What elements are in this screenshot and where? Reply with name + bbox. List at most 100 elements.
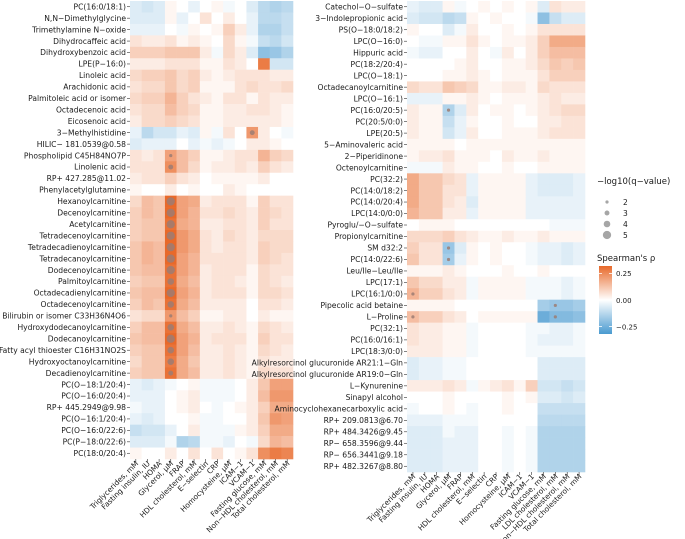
heatmap-cell bbox=[130, 149, 142, 162]
heatmap-cell bbox=[513, 1, 526, 13]
heatmap-cell bbox=[430, 414, 443, 427]
heatmap-cell bbox=[501, 437, 515, 450]
heatmap-cell bbox=[153, 310, 166, 322]
heatmap-cell bbox=[153, 378, 166, 391]
heatmap-cell bbox=[549, 345, 562, 358]
heatmap-cell bbox=[188, 69, 201, 82]
significance-dot bbox=[166, 220, 175, 229]
heatmap-cell bbox=[199, 1, 212, 13]
heatmap-cell bbox=[525, 299, 538, 312]
heatmap-cell bbox=[430, 403, 443, 415]
heatmap-cell bbox=[549, 391, 562, 404]
heatmap-cell bbox=[430, 58, 443, 71]
heatmap-cell bbox=[164, 12, 177, 25]
heatmap-cell bbox=[418, 173, 432, 186]
heatmap-cell bbox=[130, 81, 142, 93]
heatmap-cell bbox=[188, 12, 201, 25]
heatmap-cell bbox=[281, 161, 294, 174]
heatmap-cell bbox=[454, 196, 467, 209]
heatmap-cell bbox=[537, 357, 550, 369]
heatmap-cell bbox=[234, 23, 247, 36]
heatmap-cell bbox=[537, 138, 550, 151]
heatmap-cell bbox=[454, 1, 467, 13]
heatmap-cell bbox=[176, 138, 189, 151]
heatmap-cell bbox=[573, 196, 586, 209]
heatmap-cell bbox=[164, 390, 177, 403]
heatmap-cell bbox=[164, 92, 177, 105]
row-label: LPE(20:5) bbox=[366, 129, 403, 138]
heatmap-cell bbox=[442, 35, 455, 48]
heatmap-cell bbox=[407, 46, 420, 59]
row-label: Dodecanoylcarnitine bbox=[48, 334, 127, 343]
heatmap-cell bbox=[490, 403, 503, 415]
heatmap-cell bbox=[246, 58, 259, 70]
heatmap-cell bbox=[490, 150, 503, 163]
heatmap-cell bbox=[234, 436, 247, 448]
heatmap-cell bbox=[430, 449, 443, 461]
heatmap-cell bbox=[269, 424, 282, 437]
heatmap-cell bbox=[513, 242, 526, 255]
heatmap-cell bbox=[164, 413, 177, 425]
heatmap-cell bbox=[573, 12, 586, 25]
heatmap-cell bbox=[478, 391, 491, 404]
heatmap-cell bbox=[490, 1, 503, 13]
heatmap-cell bbox=[176, 46, 189, 59]
heatmap-cell bbox=[223, 184, 236, 196]
heatmap-cell bbox=[269, 436, 282, 448]
heatmap-cell bbox=[478, 449, 491, 461]
heatmap-cell bbox=[454, 357, 467, 369]
heatmap-cell bbox=[466, 173, 479, 186]
heatmap-cell bbox=[223, 401, 236, 414]
heatmap-cell bbox=[501, 150, 515, 163]
heatmap-cell bbox=[176, 252, 189, 265]
heatmap-cell bbox=[442, 426, 455, 438]
row-label: Trimethylamine N−oxide bbox=[31, 25, 126, 34]
heatmap-cell bbox=[130, 172, 142, 185]
heatmap-cell bbox=[188, 46, 201, 59]
heatmap-cell bbox=[188, 413, 201, 425]
heatmap-cell bbox=[525, 1, 538, 13]
heatmap-cell bbox=[188, 436, 201, 448]
row-label: Hydroxydodecanoylcarnitine bbox=[17, 323, 126, 332]
row-label: Aminocyclohexanecarboxylic acid bbox=[275, 405, 404, 414]
heatmap-cell bbox=[454, 104, 467, 117]
heatmap-cell bbox=[153, 401, 166, 414]
heatmap-cell bbox=[430, 426, 443, 438]
heatmap-cell bbox=[454, 414, 467, 427]
heatmap-cell bbox=[466, 104, 479, 117]
heatmap-cell bbox=[466, 322, 479, 335]
row-label: Hippuric acid bbox=[353, 48, 403, 57]
heatmap-cell bbox=[549, 1, 562, 13]
heatmap-cell bbox=[176, 1, 189, 13]
row-label: Bilirubin or isomer C33H36N4O6 bbox=[2, 312, 126, 321]
heatmap-cell bbox=[153, 230, 166, 242]
heatmap-cell bbox=[258, 161, 271, 174]
significance-dot bbox=[553, 303, 557, 308]
heatmap-cell bbox=[234, 333, 247, 345]
heatmap-cell bbox=[223, 367, 236, 380]
row-label: PC(O−16:0/20:4) bbox=[61, 392, 126, 401]
heatmap-cell bbox=[153, 275, 166, 288]
heatmap-cell bbox=[573, 115, 586, 128]
heatmap-cell bbox=[454, 127, 467, 140]
heatmap-cell bbox=[258, 298, 271, 311]
heatmap-cell bbox=[549, 196, 562, 209]
heatmap-cell bbox=[442, 311, 455, 323]
heatmap-cell bbox=[407, 69, 420, 82]
heatmap-cell bbox=[407, 104, 420, 117]
heatmap-cell bbox=[188, 252, 201, 265]
heatmap-cell bbox=[490, 414, 503, 427]
heatmap-cell bbox=[407, 391, 420, 404]
heatmap-cell bbox=[258, 447, 271, 460]
heatmap-cell bbox=[176, 69, 189, 82]
heatmap-cell bbox=[549, 276, 562, 289]
heatmap-cell bbox=[188, 172, 201, 185]
heatmap-cell bbox=[418, 426, 432, 438]
heatmap-cell bbox=[141, 69, 154, 82]
row-label: 3−Methylhistidine bbox=[57, 128, 127, 137]
heatmap-cell bbox=[269, 35, 282, 48]
heatmap-cell bbox=[442, 138, 455, 151]
heatmap-cell bbox=[501, 23, 515, 36]
heatmap-cell bbox=[549, 23, 562, 36]
significance-dot bbox=[166, 254, 175, 263]
